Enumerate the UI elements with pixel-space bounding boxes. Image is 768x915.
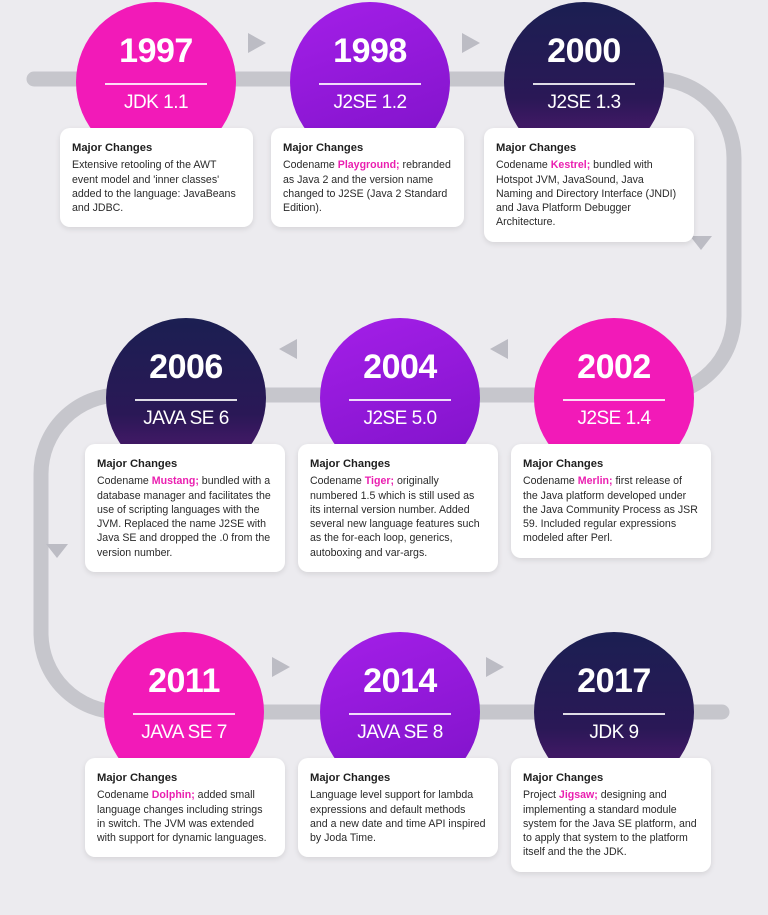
- description-text: Codename: [523, 475, 578, 488]
- milestone-card-2011: Major Changes Codename Dolphin; added sma…: [85, 758, 285, 858]
- arrow-right-icon: [248, 33, 266, 53]
- arrow-left-icon: [279, 339, 297, 359]
- arrow-right-icon: [486, 657, 504, 677]
- milestone-version: JAVA SE 6: [143, 408, 229, 429]
- card-description: Codename Playground; rebranded as Java 2…: [283, 158, 452, 215]
- milestone-version: JDK 9: [589, 722, 639, 743]
- milestone-card-2014: Major Changes Language level support for …: [298, 758, 498, 858]
- milestone-version: JAVA SE 7: [141, 722, 227, 743]
- description-text: Codename: [496, 159, 551, 172]
- milestone-year: 2017: [577, 662, 651, 700]
- milestone-card-2017: Major Changes Project Jigsaw; designing a…: [511, 758, 711, 872]
- milestone-card-2000: Major Changes Codename Kestrel; bundled w…: [484, 128, 694, 242]
- description-text: designing and implementing a standard mo…: [523, 789, 697, 859]
- divider: [533, 83, 635, 85]
- milestone-card-1998: Major Changes Codename Playground; rebran…: [271, 128, 464, 228]
- divider: [105, 83, 207, 85]
- card-description: Codename Mustang; bundled with a databas…: [97, 474, 273, 560]
- divider: [349, 399, 451, 401]
- arrow-right-icon: [272, 657, 290, 677]
- codename: Kestrel;: [550, 159, 591, 172]
- milestone-card-2006: Major Changes Codename Mustang; bundled w…: [85, 444, 285, 573]
- divider: [133, 713, 235, 715]
- codename: Dolphin;: [151, 789, 195, 802]
- milestone-year: 1997: [119, 32, 193, 70]
- arrow-left-icon: [490, 339, 508, 359]
- divider: [349, 713, 451, 715]
- milestone-year: 2004: [363, 348, 437, 386]
- card-heading: Major Changes: [72, 142, 153, 154]
- card-description: Codename Dolphin; added small language c…: [97, 788, 273, 845]
- divider: [563, 399, 665, 401]
- milestone-year: 2002: [577, 348, 651, 386]
- milestone-year: 2000: [547, 32, 621, 70]
- card-heading: Major Changes: [523, 772, 604, 784]
- milestone-year: 1998: [333, 32, 407, 70]
- card-heading: Major Changes: [97, 458, 178, 470]
- description-text: bundled with a database manager and faci…: [97, 475, 271, 559]
- milestone-card-2002: Major Changes Codename Merlin; first rele…: [511, 444, 711, 558]
- card-heading: Major Changes: [496, 142, 577, 154]
- milestone-version: JDK 1.1: [123, 92, 189, 113]
- milestone-year: 2011: [148, 662, 220, 700]
- description-text: Language level support for lambda expres…: [310, 789, 486, 845]
- card-heading: Major Changes: [310, 458, 391, 470]
- codename: Playground;: [337, 159, 400, 172]
- description-text: added small language changes including s…: [97, 789, 267, 845]
- description-text: Extensive retooling of the AWT event mod…: [72, 159, 236, 215]
- card-description: Codename Kestrel; bundled with Hotspot J…: [496, 158, 682, 229]
- description-text: Codename: [310, 475, 365, 488]
- card-heading: Major Changes: [523, 458, 604, 470]
- card-description: Extensive retooling of the AWT event mod…: [72, 158, 241, 215]
- card-description: Project Jigsaw; designing and implementi…: [523, 788, 699, 859]
- divider: [319, 83, 421, 85]
- description-text: Codename: [283, 159, 338, 172]
- card-description: Codename Tiger; originally numbered 1.5 …: [310, 474, 486, 560]
- description-text: Project: [523, 789, 559, 802]
- card-description: Language level support for lambda expres…: [310, 788, 486, 845]
- description-text: bundled with Hotspot JVM, JavaSound, Jav…: [496, 159, 677, 229]
- codename: Tiger;: [364, 475, 395, 488]
- milestone-version: J2SE 1.3: [547, 92, 621, 113]
- milestone-version: J2SE 1.2: [333, 92, 407, 113]
- description-text: originally numbered 1.5 which is still u…: [310, 475, 480, 559]
- codename: Mustang;: [151, 475, 199, 488]
- divider: [135, 399, 237, 401]
- milestone-year: 2014: [363, 662, 437, 700]
- description-text: rebranded as Java 2 and the version name…: [283, 159, 451, 215]
- milestone-node-2011: 2011 JAVA SE 7: [104, 632, 264, 792]
- milestone-version: J2SE 5.0: [363, 408, 437, 429]
- codename: Jigsaw;: [558, 789, 598, 802]
- arrow-right-icon: [462, 33, 480, 53]
- description-text: first release of the Java platform devel…: [523, 475, 698, 545]
- milestone-version: JAVA SE 8: [357, 722, 443, 743]
- arrow-down-icon: [690, 236, 712, 250]
- milestone-version: J2SE 1.4: [577, 408, 651, 429]
- description-text: Codename: [97, 789, 152, 802]
- arrow-down-icon: [46, 544, 68, 558]
- card-description: Codename Merlin; first release of the Ja…: [523, 474, 699, 545]
- card-heading: Major Changes: [310, 772, 391, 784]
- card-heading: Major Changes: [97, 772, 178, 784]
- description-text: Codename: [97, 475, 152, 488]
- milestone-card-1997: Major Changes Extensive retooling of the …: [60, 128, 253, 228]
- divider: [563, 713, 665, 715]
- codename: Merlin;: [577, 475, 613, 488]
- milestone-year: 2006: [149, 348, 223, 386]
- milestone-card-2004: Major Changes Codename Tiger; originally …: [298, 444, 498, 573]
- card-heading: Major Changes: [283, 142, 364, 154]
